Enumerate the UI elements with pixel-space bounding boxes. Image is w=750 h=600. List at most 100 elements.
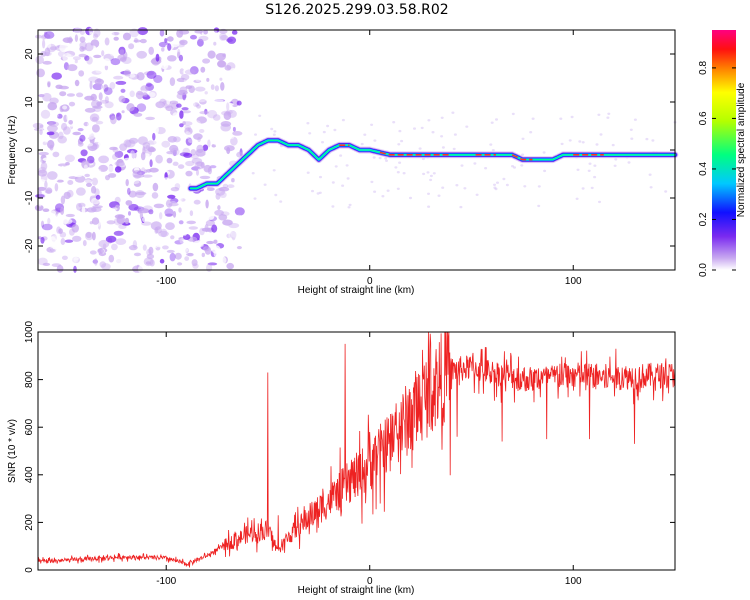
heatmap-cell [190,149,197,156]
heatmap-cell [321,141,324,144]
heatmap-cell [220,211,230,216]
heatmap-cell [167,43,172,51]
heatmap-cell [597,113,601,117]
heatmap-cell [195,77,201,82]
heatmap-cell [598,200,601,204]
heatmap-cell [113,36,119,41]
heatmap-cell [42,157,54,162]
heatmap-cell [190,34,197,40]
heatmap-cell [180,172,186,179]
heatmap-cell [222,219,233,226]
heatmap-cell [106,220,116,225]
heatmap-cell [178,207,182,213]
heatmap-cell [102,193,107,200]
heatmap-cell [373,139,377,142]
heatmap-cell [176,29,184,38]
heatmap-cell [177,48,181,58]
heatmap-cell [188,226,198,230]
heatmap-cell [318,191,322,194]
heatmap-cell [213,239,218,244]
heatmap-cell [173,215,184,220]
heatmap-cell [116,112,122,121]
heatmap-cell [104,96,109,104]
heatmap-cell [109,49,117,57]
heatmap-cell [187,102,195,110]
heatmap-cell [91,177,99,186]
heatmap-cell [385,159,388,162]
heatmap-cell [114,166,122,173]
heatmap-cell [86,249,91,258]
heatmap-cell [172,161,179,166]
heatmap-cell [111,207,118,211]
heatmap-cell [459,205,463,209]
heatmap-cell [47,217,51,225]
heatmap-cell [125,200,133,206]
heatmap-cell [128,211,131,216]
heatmap-cell [73,265,77,273]
heatmap-cell [191,259,198,267]
heatmap-cell [651,139,655,142]
heatmap-cell [159,258,165,264]
heatmap-cell [133,221,139,230]
heatmap-cell [274,193,278,197]
heatmap-cell [220,34,229,41]
heatmap-cell [451,111,455,114]
heatmap-cell [196,253,201,261]
heatmap-cell [521,153,525,156]
heatmap-cell [166,36,174,42]
heatmap-cell [58,131,64,140]
heatmap-cell [273,130,277,133]
heatmap-cell [164,177,170,182]
heatmap-cell [110,58,121,66]
y-tick-label: 0 [24,147,35,153]
heatmap-cell [83,121,89,127]
heatmap-cell [645,137,649,141]
heatmap-cell [197,136,201,142]
heatmap-cell [211,224,218,233]
heatmap-cell [155,101,165,109]
heatmap-cell [80,30,85,35]
heatmap-cell [523,185,527,188]
heatmap-cell [76,249,86,258]
heatmap-cell [48,210,57,216]
heatmap-cell [35,55,44,65]
heatmap-cell [79,134,86,142]
heatmap-cell [234,193,238,198]
heatmap-cell [232,126,236,132]
heatmap-cell [43,135,48,143]
heatmap-cell [254,133,257,136]
heatmap-cell [86,56,93,65]
heatmap-cell [72,131,81,136]
colorbar-tick-label: 0.8 [698,61,709,75]
heatmap-cell [40,236,45,244]
heatmap-cell [165,199,173,208]
heatmap-cell [89,113,100,123]
heatmap-cell [184,69,196,75]
heatmap-cell [153,203,165,209]
heatmap-cell [174,252,182,260]
heatmap-cell [35,34,43,39]
heatmap-cell [198,72,210,78]
heatmap-cell [49,144,54,151]
heatmap-cell [214,35,219,44]
heatmap-cell [138,208,150,214]
heatmap-cell [484,167,488,170]
heatmap-cell [37,169,48,177]
heatmap-cell [81,206,86,216]
heatmap-cell [112,146,119,153]
heatmap-cell [224,65,232,71]
heatmap-cell [108,254,115,263]
heatmap-cell [147,140,157,145]
heatmap-cell [155,118,165,122]
heatmap-cell [97,221,101,230]
heatmap-cell [183,152,193,158]
heatmap-cell [179,238,185,244]
heatmap-cell [136,50,147,59]
heatmap-cell [511,165,514,168]
heatmap-cell [60,195,66,205]
heatmap-cell [70,259,76,265]
heatmap-cell [440,116,444,120]
heatmap-cell [473,162,477,165]
heatmap-cell [38,193,46,199]
heatmap-cell [161,47,165,52]
